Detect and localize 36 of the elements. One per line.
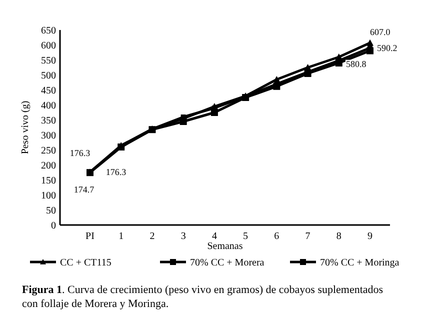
text: Figura 1. Curva de crecimiento (peso vivo en gramos) de cobayos suplementados con follaje de Morera y Moringa. — [22, 284, 384, 310]
x-tick-label: 2 — [150, 231, 155, 242]
y-tick-label: 400 — [41, 100, 56, 112]
x-tick-label: 7 — [305, 231, 310, 242]
x-tick-label: 8 — [336, 231, 342, 242]
y-tick-label: 500 — [41, 70, 56, 82]
y-axis-title: Peso vivo (g) — [20, 100, 31, 154]
y-tick-label: 100 — [41, 190, 56, 202]
y-tick-label: 350 — [41, 116, 56, 126]
data-label: 174.7 — [74, 184, 95, 195]
x-tick-label: 5 — [243, 231, 248, 242]
data-label: 176.3 — [70, 148, 91, 158]
y-tick-label: 150 — [41, 176, 56, 186]
data-label: 176.3 — [106, 167, 127, 178]
y-tick-label: 300 — [41, 130, 56, 142]
y-tick-label: 550 — [41, 56, 56, 66]
y-tick-label: 450 — [41, 86, 56, 96]
legend-label: CC + CT115 — [60, 258, 112, 268]
x-tick-label: PI — [86, 231, 94, 242]
y-tick-label: 600 — [41, 40, 56, 52]
legend-label: 70% CC + Moringa — [320, 258, 400, 268]
x-axis-title: Semanas — [207, 241, 243, 252]
x-tick-label: 6 — [274, 231, 280, 242]
data-label: 580.8 — [346, 58, 367, 69]
x-tick-label: 4 — [212, 231, 217, 242]
y-tick-label: 50 — [46, 206, 56, 216]
x-tick-label: 1 — [118, 231, 124, 242]
x-tick-label: 3 — [180, 231, 186, 242]
data-label: 590.2 — [377, 42, 398, 53]
data-label: 607.0 — [370, 26, 391, 37]
y-tick-label: 200 — [41, 160, 56, 172]
y-tick-label: 0 — [51, 220, 56, 232]
y-tick-label: 250 — [41, 146, 56, 156]
y-tick-label: 650 — [41, 26, 56, 36]
legend-label: 70% CC + Morera — [190, 258, 265, 268]
x-tick-label: 9 — [368, 231, 372, 242]
